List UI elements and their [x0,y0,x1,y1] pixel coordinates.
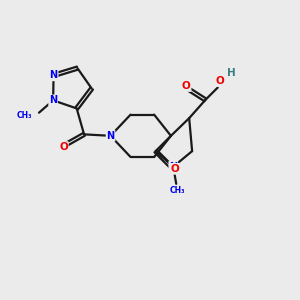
Text: N: N [50,70,58,80]
Text: O: O [216,76,224,86]
Text: O: O [170,164,179,174]
Text: N: N [106,131,115,141]
Text: O: O [182,81,190,91]
Text: CH₃: CH₃ [17,110,32,119]
Text: N: N [169,162,177,172]
Text: CH₃: CH₃ [170,186,185,195]
Text: H: H [226,68,236,78]
Text: N: N [49,95,57,105]
Text: O: O [59,142,68,152]
